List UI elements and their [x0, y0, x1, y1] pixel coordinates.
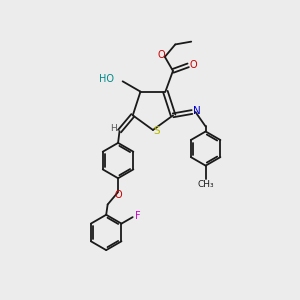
Text: F: F: [135, 211, 141, 221]
Text: CH₃: CH₃: [197, 180, 214, 189]
Text: HO: HO: [99, 74, 114, 84]
Text: O: O: [158, 50, 165, 60]
Text: O: O: [114, 190, 122, 200]
Text: S: S: [154, 126, 160, 136]
Text: H: H: [110, 124, 116, 133]
Text: O: O: [190, 60, 197, 70]
Text: N: N: [193, 106, 201, 116]
